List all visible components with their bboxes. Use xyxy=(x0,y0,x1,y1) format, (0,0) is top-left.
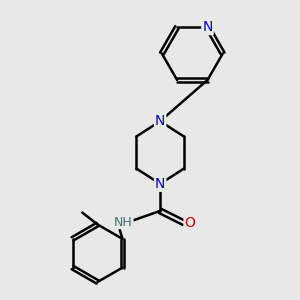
Text: N: N xyxy=(155,114,165,128)
Text: NH: NH xyxy=(114,216,133,229)
Text: O: O xyxy=(184,216,195,230)
Text: N: N xyxy=(202,20,213,34)
Text: N: N xyxy=(155,177,165,191)
